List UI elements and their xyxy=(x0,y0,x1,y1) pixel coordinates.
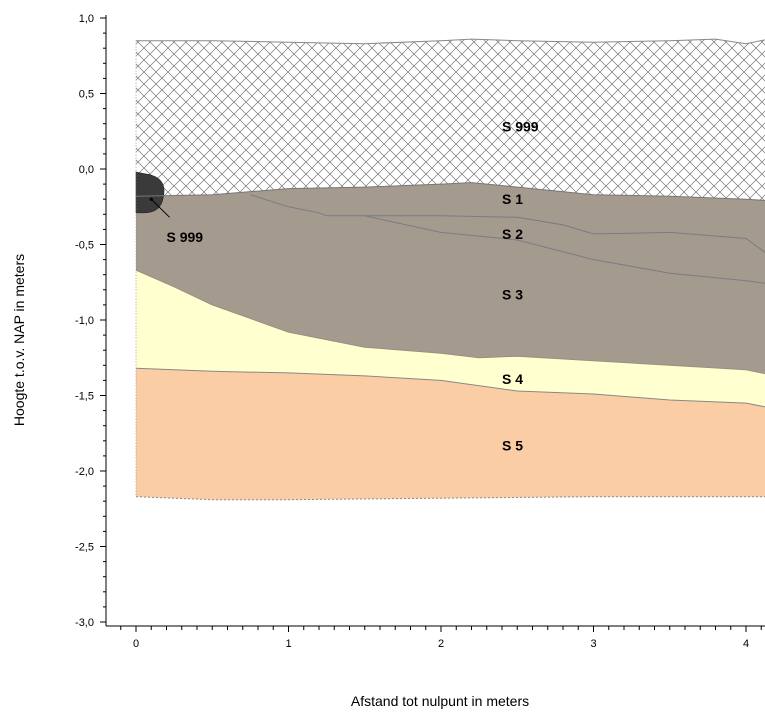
boundary-surface xyxy=(136,38,765,45)
y-tick-label: 0,0 xyxy=(79,164,94,176)
y-tick-label: -2,0 xyxy=(75,466,94,478)
layer-label: S 2 xyxy=(502,226,523,242)
layer-labels: S 999 S 1 S 2 S 3 S 4 S 5 S 999 xyxy=(167,119,539,454)
boundary-s999-bottom xyxy=(135,182,765,201)
y-tick-label: -3,0 xyxy=(75,617,94,629)
x-axis-title: Afstand tot nulpunt in meters xyxy=(351,693,529,709)
layer-area-s999 xyxy=(136,39,765,201)
y-tick-label: 0,5 xyxy=(79,89,94,101)
inclusion-leader-line xyxy=(150,198,170,218)
layer-label: S 999 xyxy=(502,119,539,135)
boundary-s1-bottom xyxy=(250,194,765,253)
y-tick-label: 1,0 xyxy=(79,13,94,25)
y-tick-label: -0,5 xyxy=(75,240,94,252)
boundary-s4-bottom xyxy=(135,367,765,408)
inclusion-s999 xyxy=(135,171,165,214)
boundary-lines xyxy=(135,38,765,501)
x-tick-label: 4 xyxy=(743,638,749,650)
x-tick-label: 0 xyxy=(133,638,139,650)
layer-label: S 3 xyxy=(502,286,523,302)
x-tick-label: 3 xyxy=(590,638,596,650)
inclusion-label: S 999 xyxy=(167,229,204,245)
y-tick-label: -1,0 xyxy=(75,315,94,327)
layer-label: S 1 xyxy=(502,191,523,207)
layer-label: S 4 xyxy=(502,371,523,387)
layer-area-s5 xyxy=(136,368,765,500)
y-tick-label: -2,5 xyxy=(75,542,94,554)
y-axis-title: Hoogte t.o.v. NAP in meters xyxy=(11,254,27,426)
layer-area-s1-s3 xyxy=(136,182,765,374)
layer-label: S 5 xyxy=(502,437,523,453)
y-tick-label: -1,5 xyxy=(75,391,94,403)
x-tick-label: 2 xyxy=(438,638,444,650)
boundary-s2-bottom xyxy=(364,215,765,284)
ticks: 1,0 0,5 0,0 -0,5 -1,0 -1,5 -2,0 -2,5 -3,0 0 1 2 3 4 xyxy=(75,13,762,650)
boundary-s3-bottom xyxy=(135,269,765,375)
boundary-s5-bottom xyxy=(135,496,765,501)
inclusion-leader-dot xyxy=(149,197,153,201)
x-tick-label: 1 xyxy=(285,638,291,650)
layer-areas xyxy=(135,39,765,500)
